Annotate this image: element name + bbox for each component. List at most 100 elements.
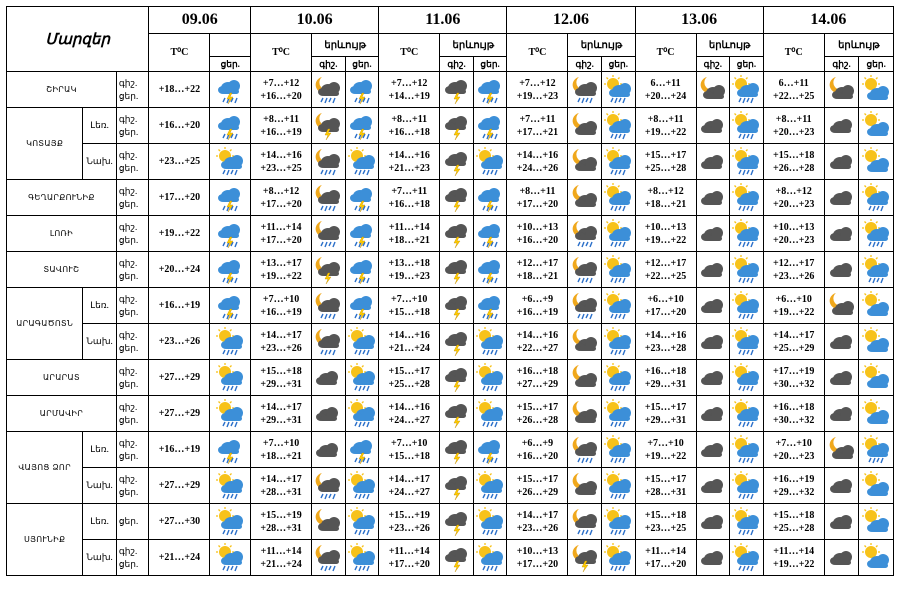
cloud-thunder-icon [444,332,467,357]
temp-range: +14…+17 +24…+27 [378,467,441,504]
night-label: գիշ. [118,77,138,88]
weather-icon-cell [209,215,252,252]
temp-range: +10…+13 +16…+20 [506,215,569,252]
night-temp: +10…+13 [773,221,815,233]
temp-range: +14…+17 +23…+26 [506,503,569,540]
date-header: 11.06 [378,6,508,34]
weather-icon-cell [695,143,731,180]
night-temp: +11…+14 [260,545,302,557]
temp-range: +14…+16 +21…+24 [378,323,441,360]
night-temp: +6…+10 [775,293,812,305]
sun-cloud-icon [862,327,890,352]
cloud-thunder-icon [444,476,467,501]
sun-cloud-rain-icon [476,363,504,392]
day-temp: +15…+18 [388,450,430,462]
day-temp: +28…+31 [644,486,687,498]
day-temp: +16…+20 [516,234,559,246]
sun-cloud-rain-icon [604,111,632,140]
temp-range: +7…+10 +19…+22 [634,431,697,468]
day-temp: +27…+30 [148,503,211,540]
day-temp: +27…+29 [148,467,211,504]
temp-range: +8…+12 +20…+23 [762,179,825,216]
table-row: Նախ. գիշ. ցեր. +23…+26 +14…+17 +23…+26 +14…+16… [7,323,894,360]
weather-icon-cell [729,251,764,288]
weather-icon-cell [729,287,764,324]
cloud-thunder-icon [444,152,467,177]
cloud-rain-thunder-icon [478,296,501,321]
night-abbr: գիշ. [567,56,602,72]
day-temp: +19…+22 [644,126,687,138]
day-temp: +17…+20 [644,558,687,570]
weather-icon-cell [439,431,474,468]
night-temp: +8…+11 [647,113,684,125]
weather-icon-cell [858,287,894,324]
weather-icon-cell [695,107,731,144]
weather-icon-cell [858,107,894,144]
temp-range: +7…+11 +17…+21 [506,107,569,144]
weather-icon-cell [858,251,894,288]
cloud-rain-thunder-icon [218,116,241,141]
day-temp: +21…+24 [388,342,430,354]
day-temp: +29…+31 [644,378,687,390]
sun-cloud-rain-icon [732,399,760,428]
zone-label: Լեռ. [82,107,117,144]
weather-icon-cell [311,179,346,216]
cloud-dark-icon [700,407,723,421]
day-label: ցեր. [118,306,139,317]
night-temp: +14…+17 [260,473,302,485]
weather-icon-cell [344,359,380,396]
temp-header: T⁰C [506,33,569,72]
night-temp: +15…+17 [516,401,559,413]
zone-label: Նախ. [82,467,117,504]
night-day-label: գիշ. ցեր. [115,359,150,396]
temp-range: +8…+12 +18…+21 [634,179,697,216]
moon-cloud-rain-icon [316,221,341,248]
night-abbr: գիշ. [695,56,731,72]
weather-icon-cell [311,215,346,252]
cloud-rain-thunder-icon [478,80,501,105]
weather-icon-cell [472,539,508,576]
night-temp: +15…+17 [644,401,687,413]
weather-icon-cell [344,179,380,216]
temp-range: +8…+11 +16…+18 [378,107,441,144]
sun-cloud-rain-icon [732,435,760,464]
night-temp: +15…+18 [773,509,815,521]
sun-cloud-rain-icon [216,327,244,356]
weather-icon-cell [729,467,764,504]
weather-icon-cell [729,395,764,432]
weather-icon-cell [439,287,474,324]
weather-icon-cell [344,287,380,324]
temp-range: +7…+12 +19…+23 [506,71,569,108]
weather-icon-cell [695,251,731,288]
weather-icon-cell [209,107,252,144]
weather-icon-cell [439,395,474,432]
night-temp: +15…+19 [388,509,430,521]
table-row: ԱՐՄԱՎԻՐ գիշ. ցեր. +27…+29 +14…+17 +29…+31 +14…… [6,395,894,432]
temp-range: +7…+12 +16…+20 [250,71,313,108]
moon-cloud-thunder-icon [316,257,341,285]
night-temp: +10…+13 [516,221,559,233]
weather-icon-cell [311,467,346,504]
night-label: գիշ. [118,293,138,304]
temp-range: +15…+17 +28…+31 [634,467,697,504]
day-temp: +23…+25 [644,522,687,534]
table-row: Նախ. գիշ. ցեր. +21…+24 +11…+14 +21…+24 +11…+14… [7,539,894,576]
weather-icon-cell [695,539,731,576]
weather-icon-cell [439,215,474,252]
sun-cloud-rain-icon [862,183,890,212]
sun-cloud-rain-icon [476,399,504,428]
night-temp: +7…+10 [647,437,684,449]
table-row: ԱՐԱՐԱՏ գիշ. ցեր. +27…+29 +15…+18 +29…+31 +15…+… [6,359,894,396]
temp-range: +7…+10 +20…+23 [762,431,825,468]
night-label: գիշ. [118,185,138,196]
weather-icon-cell [439,467,474,504]
phenom-header: երևույթ [567,33,636,57]
sun-cloud-rain-icon [732,363,760,392]
day-temp: +24…+26 [516,162,559,174]
day-temp: +20…+23 [773,450,815,462]
temp-range: +7…+12 +14…+19 [378,71,441,108]
weather-icon-cell [439,143,474,180]
temp-range: +14…+16 +22…+27 [506,323,569,360]
day-temp: +23…+26 [516,522,559,534]
sun-cloud-rain-icon [604,471,632,500]
